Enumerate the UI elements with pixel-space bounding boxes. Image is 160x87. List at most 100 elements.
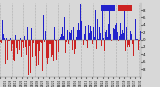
Bar — [56, 40, 57, 61]
Bar — [35, 40, 36, 56]
Bar — [22, 40, 23, 41]
Bar — [131, 34, 132, 40]
Bar — [103, 38, 104, 40]
Bar — [12, 40, 13, 57]
Bar — [125, 40, 126, 51]
Bar — [67, 30, 68, 40]
Bar — [4, 38, 5, 40]
Bar — [80, 4, 81, 40]
Bar — [47, 40, 48, 64]
Bar — [139, 19, 140, 40]
Bar — [135, 19, 136, 40]
Bar — [97, 19, 98, 40]
Bar — [23, 40, 24, 48]
Bar — [8, 40, 9, 41]
Bar — [0, 40, 1, 41]
Bar — [73, 27, 74, 40]
Bar — [65, 40, 66, 53]
Bar — [108, 24, 109, 40]
Bar — [98, 39, 99, 40]
Bar — [122, 30, 123, 40]
Bar — [100, 33, 101, 40]
Bar — [71, 30, 72, 40]
Bar — [54, 27, 55, 40]
Bar — [109, 5, 110, 40]
Bar — [128, 40, 129, 45]
Bar — [132, 40, 133, 43]
Bar — [66, 40, 67, 42]
Bar — [75, 40, 76, 49]
Bar — [83, 40, 84, 46]
Bar — [53, 40, 54, 61]
Bar — [15, 35, 16, 40]
Bar — [84, 34, 85, 40]
Bar — [50, 40, 51, 44]
Bar — [39, 40, 40, 51]
Bar — [40, 40, 41, 41]
Bar — [49, 40, 50, 44]
Bar — [60, 37, 61, 40]
Bar — [52, 40, 53, 55]
Bar — [41, 40, 42, 43]
Bar — [89, 33, 90, 40]
Bar — [6, 38, 7, 40]
Bar — [101, 40, 102, 46]
Bar — [43, 15, 44, 40]
Bar — [74, 40, 75, 54]
Bar — [79, 30, 80, 40]
Bar — [94, 37, 95, 40]
Bar — [92, 40, 93, 44]
FancyBboxPatch shape — [118, 5, 132, 11]
Bar — [26, 40, 27, 55]
Bar — [42, 40, 43, 71]
Bar — [93, 27, 94, 40]
Bar — [86, 40, 87, 41]
Bar — [127, 36, 128, 40]
Bar — [116, 23, 117, 40]
Bar — [46, 36, 47, 40]
Bar — [17, 40, 18, 54]
Bar — [107, 37, 108, 40]
Bar — [114, 29, 115, 40]
Bar — [13, 40, 14, 60]
FancyBboxPatch shape — [101, 5, 116, 11]
Bar — [59, 39, 60, 40]
Bar — [61, 34, 62, 40]
Bar — [68, 40, 69, 44]
Bar — [137, 39, 138, 40]
Bar — [31, 28, 32, 40]
Bar — [111, 40, 112, 41]
Bar — [120, 23, 121, 40]
Bar — [99, 27, 100, 40]
Bar — [90, 25, 91, 40]
Bar — [20, 37, 21, 40]
Bar — [140, 31, 141, 40]
Bar — [113, 28, 114, 40]
Bar — [14, 40, 15, 61]
Bar — [51, 39, 52, 40]
Bar — [9, 40, 10, 41]
Bar — [18, 40, 19, 41]
Bar — [1, 40, 2, 43]
Bar — [2, 20, 3, 40]
Bar — [3, 34, 4, 40]
Bar — [121, 34, 122, 40]
Bar — [11, 40, 12, 51]
Bar — [19, 40, 20, 41]
Bar — [96, 40, 97, 49]
Bar — [95, 40, 96, 41]
Bar — [119, 36, 120, 40]
Bar — [78, 23, 79, 40]
Bar — [104, 40, 105, 51]
Bar — [117, 32, 118, 40]
Bar — [110, 34, 111, 40]
Bar — [29, 40, 30, 51]
Bar — [58, 40, 59, 52]
Bar — [64, 17, 65, 40]
Bar — [28, 40, 29, 75]
Bar — [106, 30, 107, 40]
Bar — [105, 40, 106, 45]
Bar — [55, 40, 56, 41]
Bar — [44, 40, 45, 47]
Bar — [10, 38, 11, 40]
